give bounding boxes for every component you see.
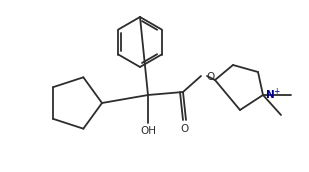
Text: O: O: [181, 124, 189, 134]
Text: OH: OH: [140, 126, 156, 136]
Text: O: O: [206, 72, 214, 82]
Text: +: +: [273, 87, 279, 95]
Text: N: N: [266, 90, 275, 100]
